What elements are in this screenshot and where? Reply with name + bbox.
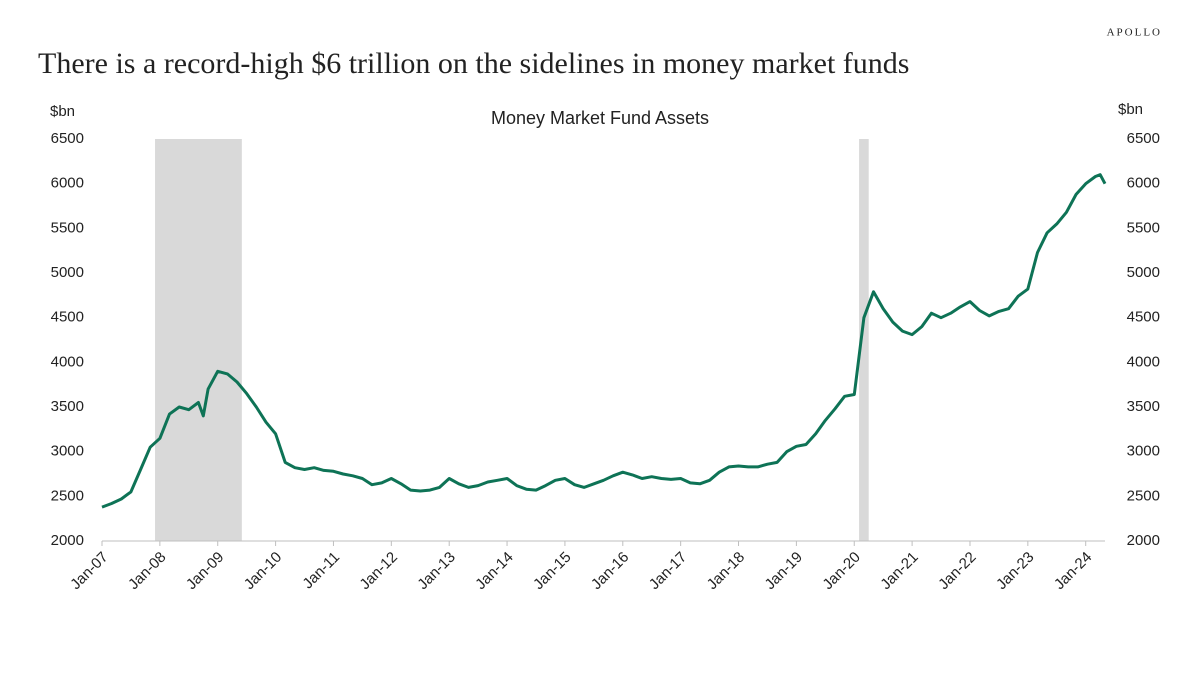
- x-tick-label: Jan-17: [646, 549, 690, 593]
- x-tick-label: Jan-16: [588, 549, 632, 593]
- recession-band: [155, 139, 242, 541]
- y-tick-label: 6500: [51, 130, 84, 147]
- x-tick-label: Jan-20: [819, 549, 863, 593]
- y2-tick-label: 3000: [1127, 443, 1160, 460]
- y2-tick-label: 3500: [1127, 398, 1160, 415]
- headline: There is a record-high $6 trillion on th…: [38, 47, 909, 80]
- y2-tick-label: 4000: [1127, 353, 1160, 370]
- x-tick-label: Jan-07: [67, 549, 111, 593]
- y2-tick-label: 6500: [1127, 130, 1160, 147]
- y2-tick-label: 5500: [1127, 219, 1160, 236]
- y-axis-label: $bn: [50, 103, 75, 120]
- data-line: [101, 173, 1107, 509]
- x-tick-label: Jan-15: [530, 549, 574, 593]
- x-tick-label: Jan-10: [241, 549, 285, 593]
- y-tick-label: 3500: [51, 398, 84, 415]
- x-tick-label: Jan-08: [125, 549, 169, 593]
- x-tick-label: Jan-09: [183, 549, 227, 593]
- y-tick-label: 4500: [51, 309, 84, 326]
- y-tick-label: 5500: [51, 219, 84, 236]
- x-tick-label: Jan-23: [993, 549, 1037, 593]
- brand: APOLLO: [1107, 27, 1162, 39]
- x-tick-label: Jan-22: [935, 549, 979, 593]
- x-tick-label: Jan-24: [1051, 549, 1095, 593]
- y-tick-label: 5000: [51, 264, 84, 281]
- x-tick-label: Jan-11: [299, 549, 343, 593]
- y-tick-label: 6000: [51, 175, 84, 192]
- x-tick-label: Jan-13: [414, 549, 458, 593]
- y-tick-label: 2500: [51, 487, 84, 504]
- y2-axis-label: $bn: [1118, 101, 1143, 118]
- y-tick-label: 4000: [51, 353, 84, 370]
- y2-tick-label: 2000: [1127, 532, 1160, 549]
- x-tick-label: Jan-12: [357, 549, 401, 593]
- y2-tick-label: 4500: [1127, 309, 1160, 326]
- y-tick-label: 2000: [51, 532, 84, 549]
- x-tick-label: Jan-21: [877, 549, 921, 593]
- chart-title: Money Market Fund Assets: [491, 108, 709, 128]
- y2-tick-label: 2500: [1127, 487, 1160, 504]
- y-tick-label: 3000: [51, 443, 84, 460]
- x-tick-label: Jan-19: [762, 549, 806, 593]
- x-tick-label: Jan-14: [472, 549, 516, 593]
- y2-tick-label: 5000: [1127, 264, 1160, 281]
- recession-band: [859, 139, 869, 541]
- x-tick-label: Jan-18: [704, 549, 748, 593]
- y2-tick-label: 6000: [1127, 175, 1160, 192]
